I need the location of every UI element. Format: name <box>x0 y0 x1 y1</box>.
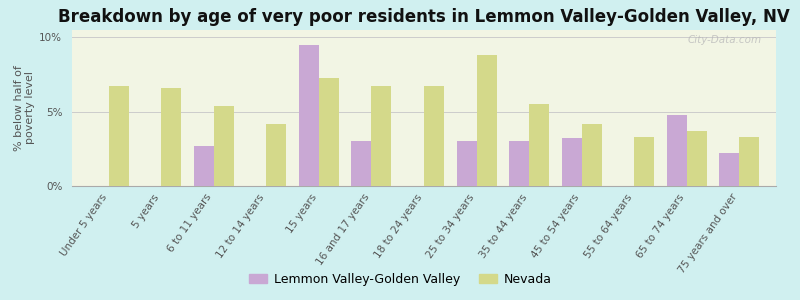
Bar <box>719 153 739 186</box>
Bar <box>194 146 214 186</box>
Y-axis label: % below half of
poverty level: % below half of poverty level <box>14 65 35 151</box>
Bar <box>634 137 654 186</box>
Title: Breakdown by age of very poor residents in Lemmon Valley-Golden Valley, NV: Breakdown by age of very poor residents … <box>58 8 790 26</box>
Bar <box>109 86 129 186</box>
Bar <box>477 55 497 186</box>
Bar <box>299 45 319 186</box>
Bar <box>686 131 706 186</box>
Bar <box>529 104 549 186</box>
Bar <box>562 139 582 186</box>
Bar <box>424 86 444 186</box>
Text: City-Data.com: City-Data.com <box>688 35 762 45</box>
Bar <box>351 141 371 186</box>
Bar <box>582 124 602 186</box>
Bar <box>162 88 182 186</box>
Bar <box>457 141 477 186</box>
Legend: Lemmon Valley-Golden Valley, Nevada: Lemmon Valley-Golden Valley, Nevada <box>243 268 557 291</box>
Bar <box>509 141 529 186</box>
Bar <box>371 86 391 186</box>
Bar <box>319 77 339 186</box>
Bar <box>666 115 686 186</box>
Bar <box>739 137 759 186</box>
Bar <box>266 124 286 186</box>
Bar <box>214 106 234 186</box>
